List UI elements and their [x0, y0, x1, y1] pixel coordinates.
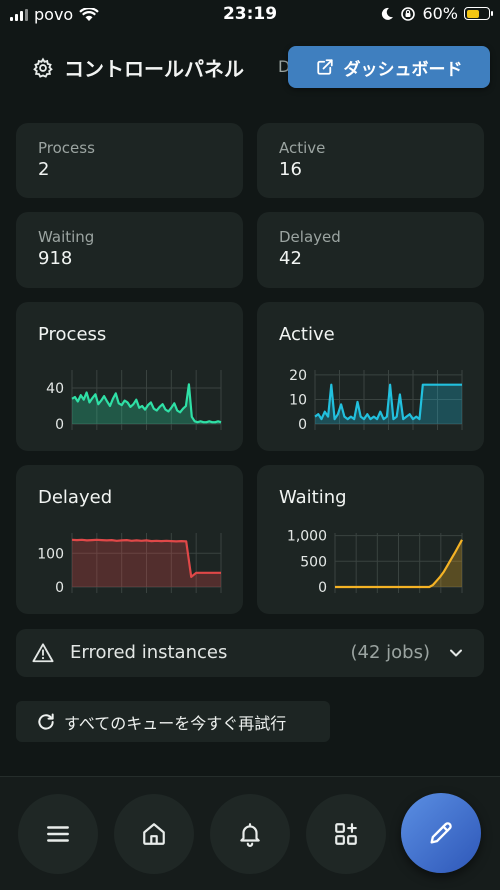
chevron-down-icon[interactable]: [448, 645, 464, 661]
chart-card-process: Process 0 40: [16, 302, 243, 451]
nav-notifications-button[interactable]: [210, 794, 290, 874]
series-area: [72, 539, 221, 587]
series-line: [71, 383, 222, 424]
delayed-chart: 0 100: [37, 533, 222, 596]
stat-card-process: Process 2: [16, 123, 243, 198]
rotation-lock-icon: [401, 6, 416, 21]
fab-edit-button[interactable]: [401, 793, 481, 873]
y-tick-label: 10: [289, 392, 307, 408]
series-area: [335, 539, 462, 587]
nav-apps-button[interactable]: [306, 794, 386, 874]
y-tick-label: 20: [289, 368, 307, 384]
stat-card-waiting: Waiting 918: [16, 212, 243, 288]
gear-icon[interactable]: [32, 56, 54, 79]
stat-label: Active: [279, 139, 326, 157]
home-icon: [143, 823, 165, 845]
warning-icon: [32, 643, 54, 663]
status-bar: povo 23:19 60%: [0, 0, 500, 30]
nav-menu-button[interactable]: [18, 794, 98, 874]
stat-label: Delayed: [279, 228, 341, 246]
stat-value: 2: [38, 159, 50, 180]
chart-title: Waiting: [279, 487, 347, 508]
stat-value: 16: [279, 159, 302, 180]
status-time: 23:19: [222, 4, 278, 24]
chart-card-waiting: Waiting 0 500 1,000: [257, 465, 484, 614]
wifi-icon: [79, 7, 99, 21]
series-area: [72, 384, 221, 424]
series-line: [335, 539, 463, 589]
bell-icon: [240, 823, 260, 847]
y-tick-label: 1,000: [287, 529, 327, 545]
stat-label: Waiting: [38, 228, 95, 246]
external-link-icon: [316, 59, 333, 75]
tab-partial-label[interactable]: D: [278, 57, 291, 76]
stat-label: Process: [38, 139, 95, 157]
dashboard-button[interactable]: ダッシュボード: [288, 46, 490, 88]
chart-title: Delayed: [38, 487, 113, 508]
active-chart: 0 10 20: [289, 368, 463, 433]
chart-card-delayed: Delayed 0 100: [16, 465, 243, 614]
y-tick-label: 0: [55, 580, 64, 596]
series-line: [314, 383, 462, 421]
series-line: [71, 538, 221, 578]
y-tick-label: 40: [46, 381, 64, 397]
errored-instances-row[interactable]: Errored instances (42 jobs): [16, 629, 484, 677]
battery-icon: [464, 7, 493, 20]
y-tick-label: 0: [55, 417, 64, 433]
refresh-icon: [38, 713, 54, 730]
y-tick-label: 100: [37, 546, 64, 562]
dashboard-button-label: ダッシュボード: [343, 59, 463, 80]
retry-button-label: すべてのキューを今すぐ再試行: [64, 713, 287, 733]
stat-value: 918: [38, 248, 73, 269]
moon-icon: [382, 7, 394, 20]
stat-card-delayed: Delayed 42: [257, 212, 484, 288]
status-left: povo: [10, 5, 99, 24]
bottom-navigation: [0, 776, 500, 890]
page-title: コントロールパネル: [64, 57, 244, 81]
apps-icon: [335, 823, 357, 845]
errored-label: Errored instances: [70, 642, 228, 663]
y-tick-label: 0: [298, 417, 307, 433]
stat-value: 42: [279, 248, 302, 269]
battery-label: 60%: [422, 4, 458, 23]
carrier-label: povo: [34, 5, 74, 24]
y-tick-label: 0: [318, 580, 327, 596]
y-tick-label: 500: [300, 554, 327, 570]
signal-icon: [10, 8, 28, 21]
stat-card-active: Active 16: [257, 123, 484, 198]
nav-home-button[interactable]: [114, 794, 194, 874]
status-right: 60%: [380, 4, 493, 23]
errored-jobs-count: (42 jobs): [350, 642, 431, 663]
header: コントロールパネル D ダッシュボード: [0, 40, 500, 94]
chart-card-active: Active 0 10 20: [257, 302, 484, 451]
chart-title: Process: [38, 324, 107, 345]
title-wrap: コントロールパネル: [32, 53, 244, 82]
chart-title: Active: [279, 324, 335, 345]
pencil-icon: [430, 822, 452, 844]
retry-all-queues-button[interactable]: すべてのキューを今すぐ再試行: [16, 701, 330, 742]
waiting-chart: 0 500 1,000: [287, 529, 463, 596]
menu-icon: [47, 826, 69, 842]
process-chart: 0 40: [46, 370, 222, 433]
